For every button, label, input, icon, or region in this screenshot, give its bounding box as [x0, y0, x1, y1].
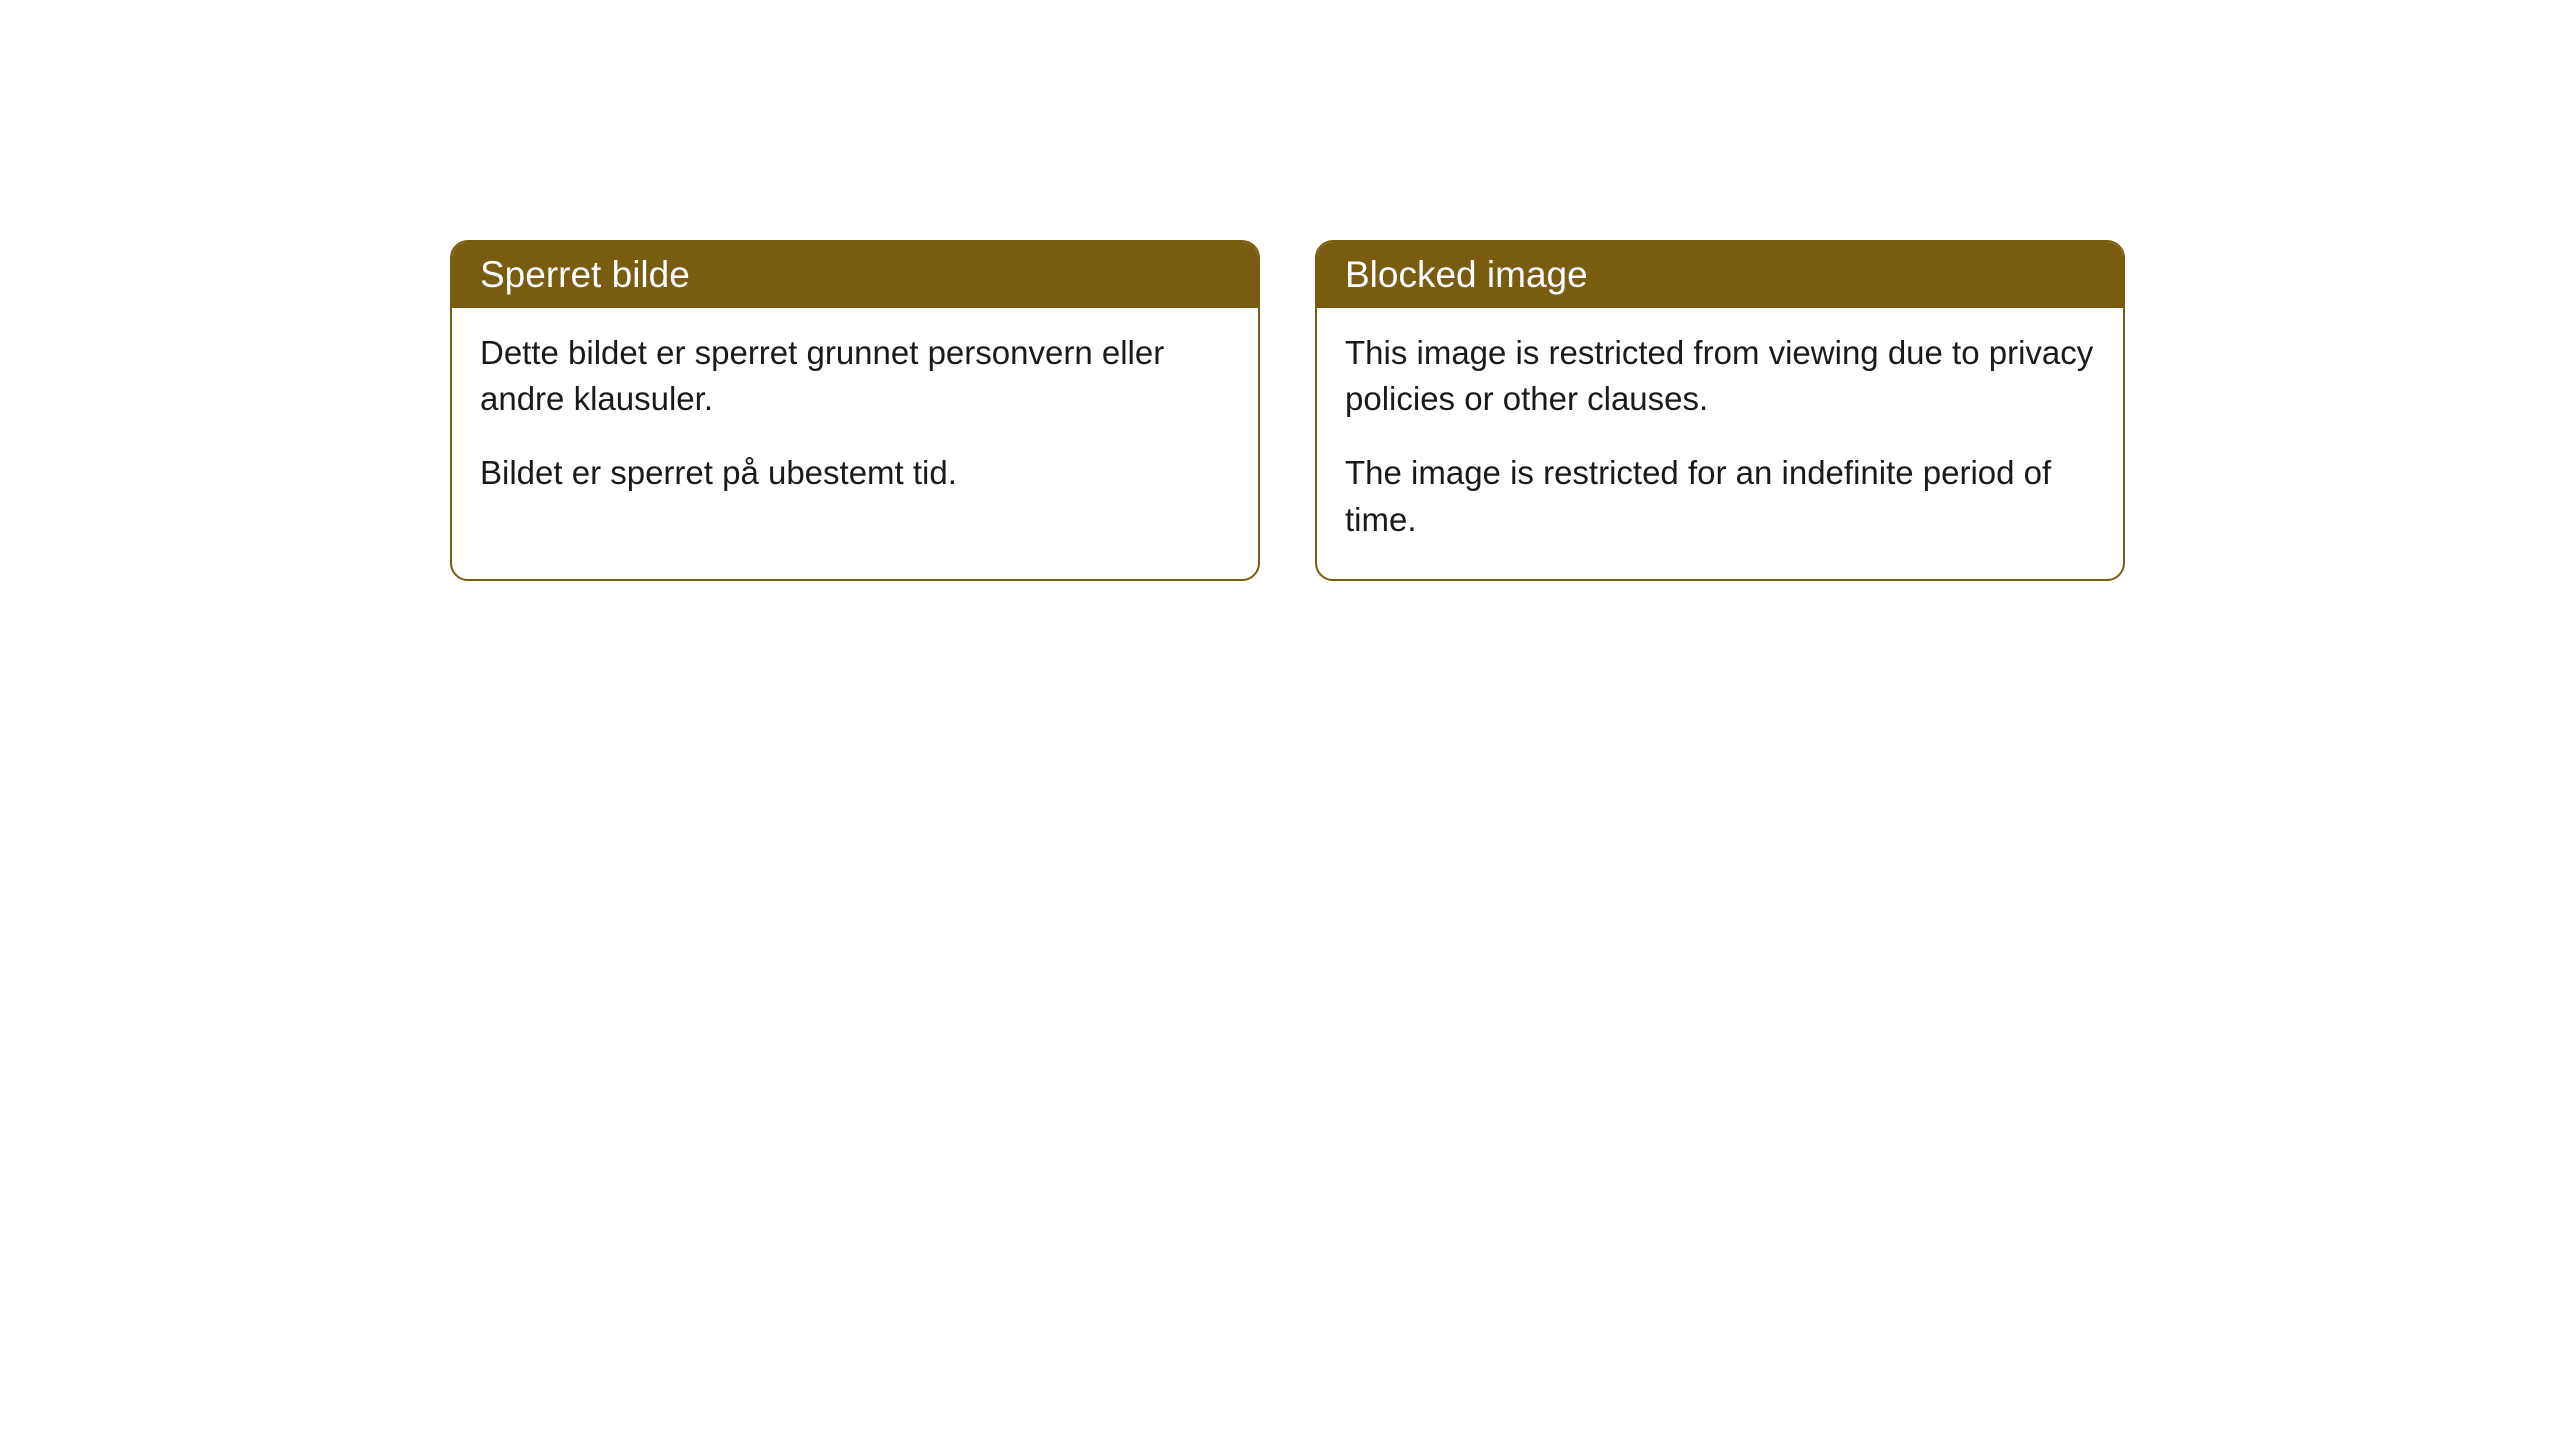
- card-body: Dette bildet er sperret grunnet personve…: [452, 308, 1258, 533]
- card-header: Blocked image: [1317, 242, 2123, 308]
- card-header: Sperret bilde: [452, 242, 1258, 308]
- notice-card-english: Blocked image This image is restricted f…: [1315, 240, 2125, 581]
- card-body: This image is restricted from viewing du…: [1317, 308, 2123, 579]
- card-paragraph: This image is restricted from viewing du…: [1345, 330, 2095, 422]
- card-paragraph: Dette bildet er sperret grunnet personve…: [480, 330, 1230, 422]
- card-title: Sperret bilde: [480, 254, 690, 295]
- notice-card-norwegian: Sperret bilde Dette bildet er sperret gr…: [450, 240, 1260, 581]
- card-paragraph: The image is restricted for an indefinit…: [1345, 450, 2095, 542]
- card-title: Blocked image: [1345, 254, 1588, 295]
- card-paragraph: Bildet er sperret på ubestemt tid.: [480, 450, 1230, 496]
- notice-cards-container: Sperret bilde Dette bildet er sperret gr…: [450, 240, 2125, 581]
